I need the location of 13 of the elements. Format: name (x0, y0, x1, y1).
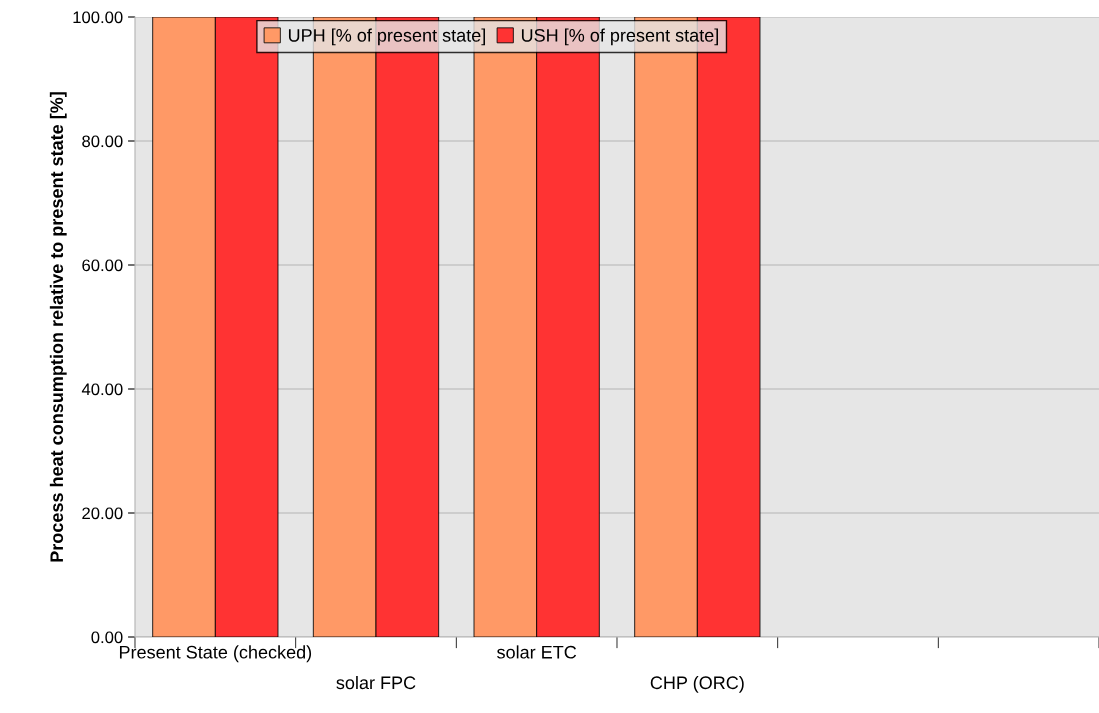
y-tick-label: 20.00 (82, 507, 123, 520)
x-tick-label: CHP (ORC) (650, 675, 744, 693)
y-tick-label: 80.00 (82, 135, 123, 148)
legend-label: USH [% of present state] (521, 28, 718, 46)
y-tick-label: 60.00 (82, 259, 123, 272)
x-tick-label: solar FPC (336, 675, 416, 690)
y-tick-label: 0.00 (91, 631, 123, 644)
x-tick-label: Present State (checked) (119, 645, 312, 663)
x-tick-label: solar ETC (497, 645, 577, 659)
y-tick-label: 40.00 (81, 383, 123, 396)
y-axis-title: Process heat consumption relative to present state [%] (49, 92, 67, 562)
y-tick-label: 100.00 (73, 11, 123, 24)
legend-label: UPH [% of present state] (288, 28, 485, 46)
